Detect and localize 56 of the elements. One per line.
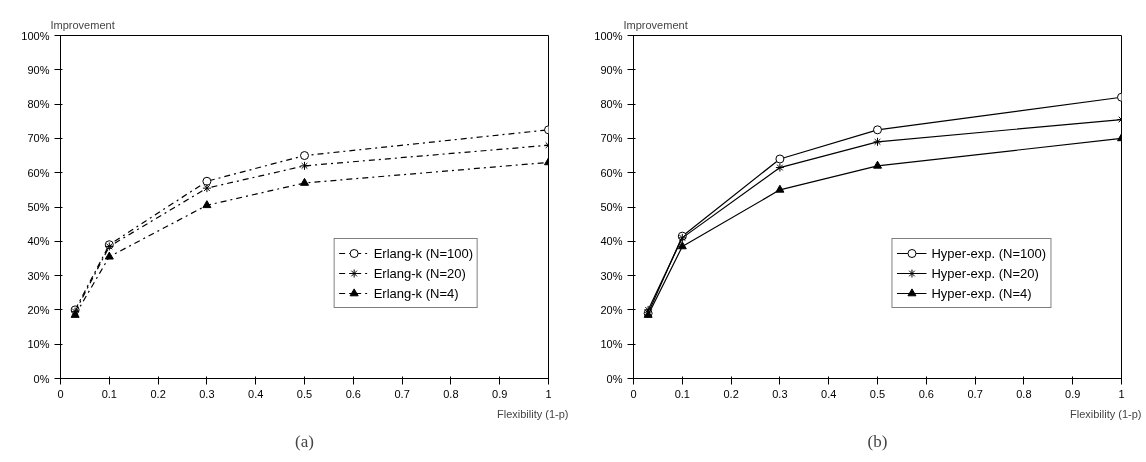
x-tick-label: 0.5 xyxy=(869,387,886,400)
legend-label: Hyper-exp. (N=20) xyxy=(931,264,1039,283)
y-tick-label: 80% xyxy=(600,98,623,111)
y-tick-label: 40% xyxy=(600,235,623,248)
x-tick-label: 0.2 xyxy=(723,387,739,400)
y-tick-label: 70% xyxy=(600,132,623,145)
x-axis-title: Flexibility (1-p) xyxy=(496,407,569,420)
y-tick-label: 50% xyxy=(600,201,623,213)
x-tick-label: 0.2 xyxy=(150,387,166,400)
x-tick-label: 0 xyxy=(57,387,64,400)
x-tick-label: 1 xyxy=(545,387,552,400)
text: (a) xyxy=(295,431,314,451)
x-axis-title: Flexibility (1-p) xyxy=(1069,407,1142,420)
x-tick-label: 0 xyxy=(630,387,637,400)
y-tick-label: 70% xyxy=(27,132,50,145)
legend-label: Hyper-exp. (N=100) xyxy=(931,244,1046,263)
x-tick-label: 0.7 xyxy=(394,387,410,400)
y-tick-label: 10% xyxy=(27,338,50,351)
x-tick-label: 0.9 xyxy=(492,387,508,400)
y-tick-label: 30% xyxy=(600,269,623,282)
legend-label: Erlang-k (N=20) xyxy=(373,264,466,283)
y-tick-label: 90% xyxy=(600,63,623,76)
x-tick-label: 0.8 xyxy=(443,387,459,400)
legend-label: Erlang-k (N=100) xyxy=(373,244,473,263)
y-axis-title: Improvement xyxy=(50,18,115,31)
legend-label: Erlang-k (N=4) xyxy=(373,284,459,303)
y-axis-title: Improvement xyxy=(623,18,688,31)
x-tick-label: 0.4 xyxy=(248,387,264,400)
text: (b) xyxy=(867,431,888,451)
y-tick-label: 60% xyxy=(27,166,50,179)
x-tick-label: 0.7 xyxy=(967,387,983,400)
y-tick-label: 0% xyxy=(33,372,50,385)
y-tick-label: 90% xyxy=(27,63,50,76)
y-tick-label: 50% xyxy=(27,201,50,213)
x-tick-label: 0.4 xyxy=(821,387,837,400)
y-tick-label: 100% xyxy=(594,29,623,42)
x-tick-label: 0.1 xyxy=(674,387,690,400)
y-tick-label: 40% xyxy=(27,235,50,248)
y-tick-label: 0% xyxy=(606,372,623,385)
x-tick-label: 0.3 xyxy=(772,387,788,400)
y-tick-label: 20% xyxy=(27,303,50,316)
x-tick-label: 0.9 xyxy=(1065,387,1081,400)
legend-label: Hyper-exp. (N=4) xyxy=(931,284,1032,303)
x-tick-label: 0.6 xyxy=(918,387,934,400)
x-tick-label: 0.3 xyxy=(199,387,215,400)
x-tick-label: 0.6 xyxy=(345,387,361,400)
y-tick-label: 20% xyxy=(600,303,623,316)
y-tick-label: 30% xyxy=(27,269,50,282)
y-tick-label: 100% xyxy=(21,29,50,42)
x-tick-label: 0.5 xyxy=(296,387,313,400)
y-tick-label: 80% xyxy=(27,98,50,111)
y-tick-label: 60% xyxy=(600,166,623,179)
x-tick-label: 1 xyxy=(1118,387,1125,400)
x-tick-label: 0.8 xyxy=(1016,387,1032,400)
y-tick-label: 10% xyxy=(600,338,623,351)
x-tick-label: 0.1 xyxy=(101,387,117,400)
